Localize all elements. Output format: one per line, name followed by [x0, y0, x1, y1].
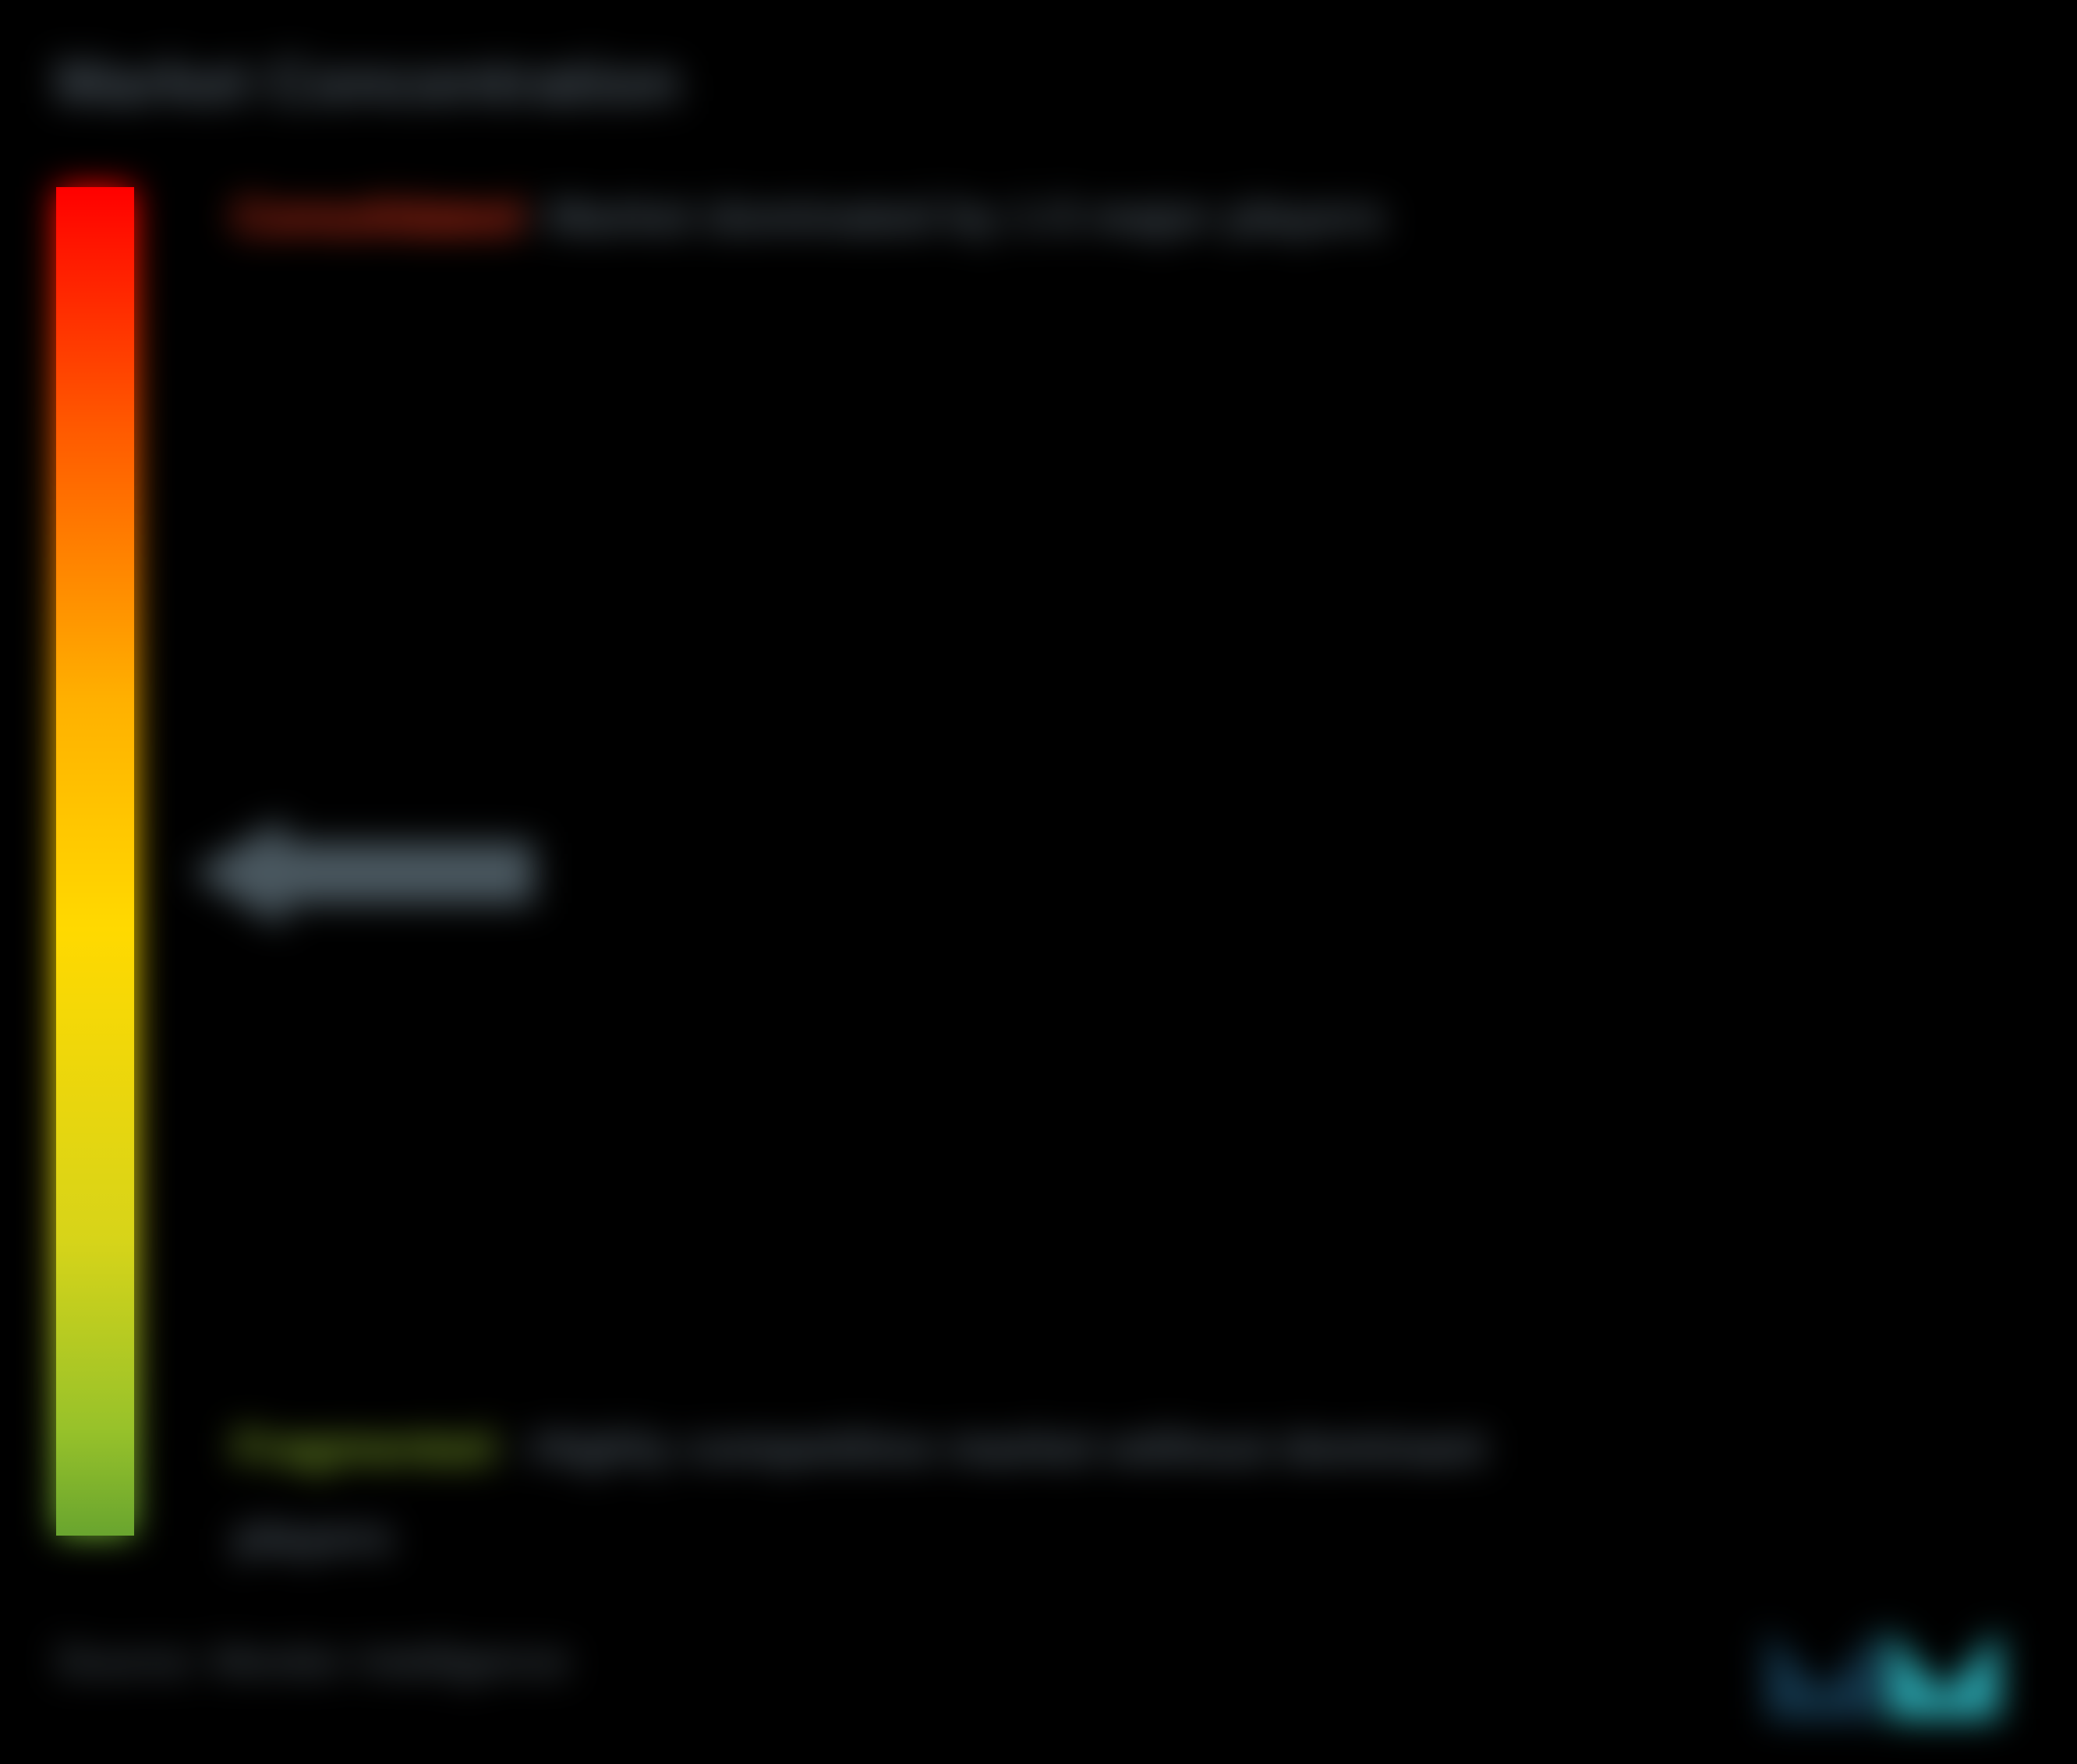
consolidated-desc: - Market dominated by 1-5 major players	[520, 192, 1385, 242]
gradient-scale-bar	[56, 187, 134, 1536]
mordor-logo	[1762, 1606, 2004, 1723]
consolidated-keyword: Consolidated	[234, 192, 520, 242]
consolidated-label: Consolidated- Market dominated by 1-5 ma…	[234, 191, 1385, 243]
fragmented-desc-2: players	[234, 1493, 1485, 1582]
card-title: Market Concentration	[55, 47, 680, 118]
mordor-logo-icon	[1762, 1606, 2004, 1723]
arrow-body	[285, 843, 534, 903]
market-concentration-card: Market Concentration Consolidated- Marke…	[0, 0, 2077, 1764]
source-attribution: Source: Mordor Intelligence	[55, 1637, 569, 1685]
arrow-head-icon	[191, 818, 285, 928]
fragmented-label: Fragmented - Highly competitive market w…	[234, 1403, 1485, 1582]
position-indicator-arrow	[191, 818, 534, 928]
blurred-content-layer: Market Concentration Consolidated- Marke…	[0, 0, 2077, 1764]
fragmented-keyword: Fragmented	[234, 1423, 493, 1473]
fragmented-desc-1: - Highly competitive market without domi…	[493, 1423, 1485, 1473]
